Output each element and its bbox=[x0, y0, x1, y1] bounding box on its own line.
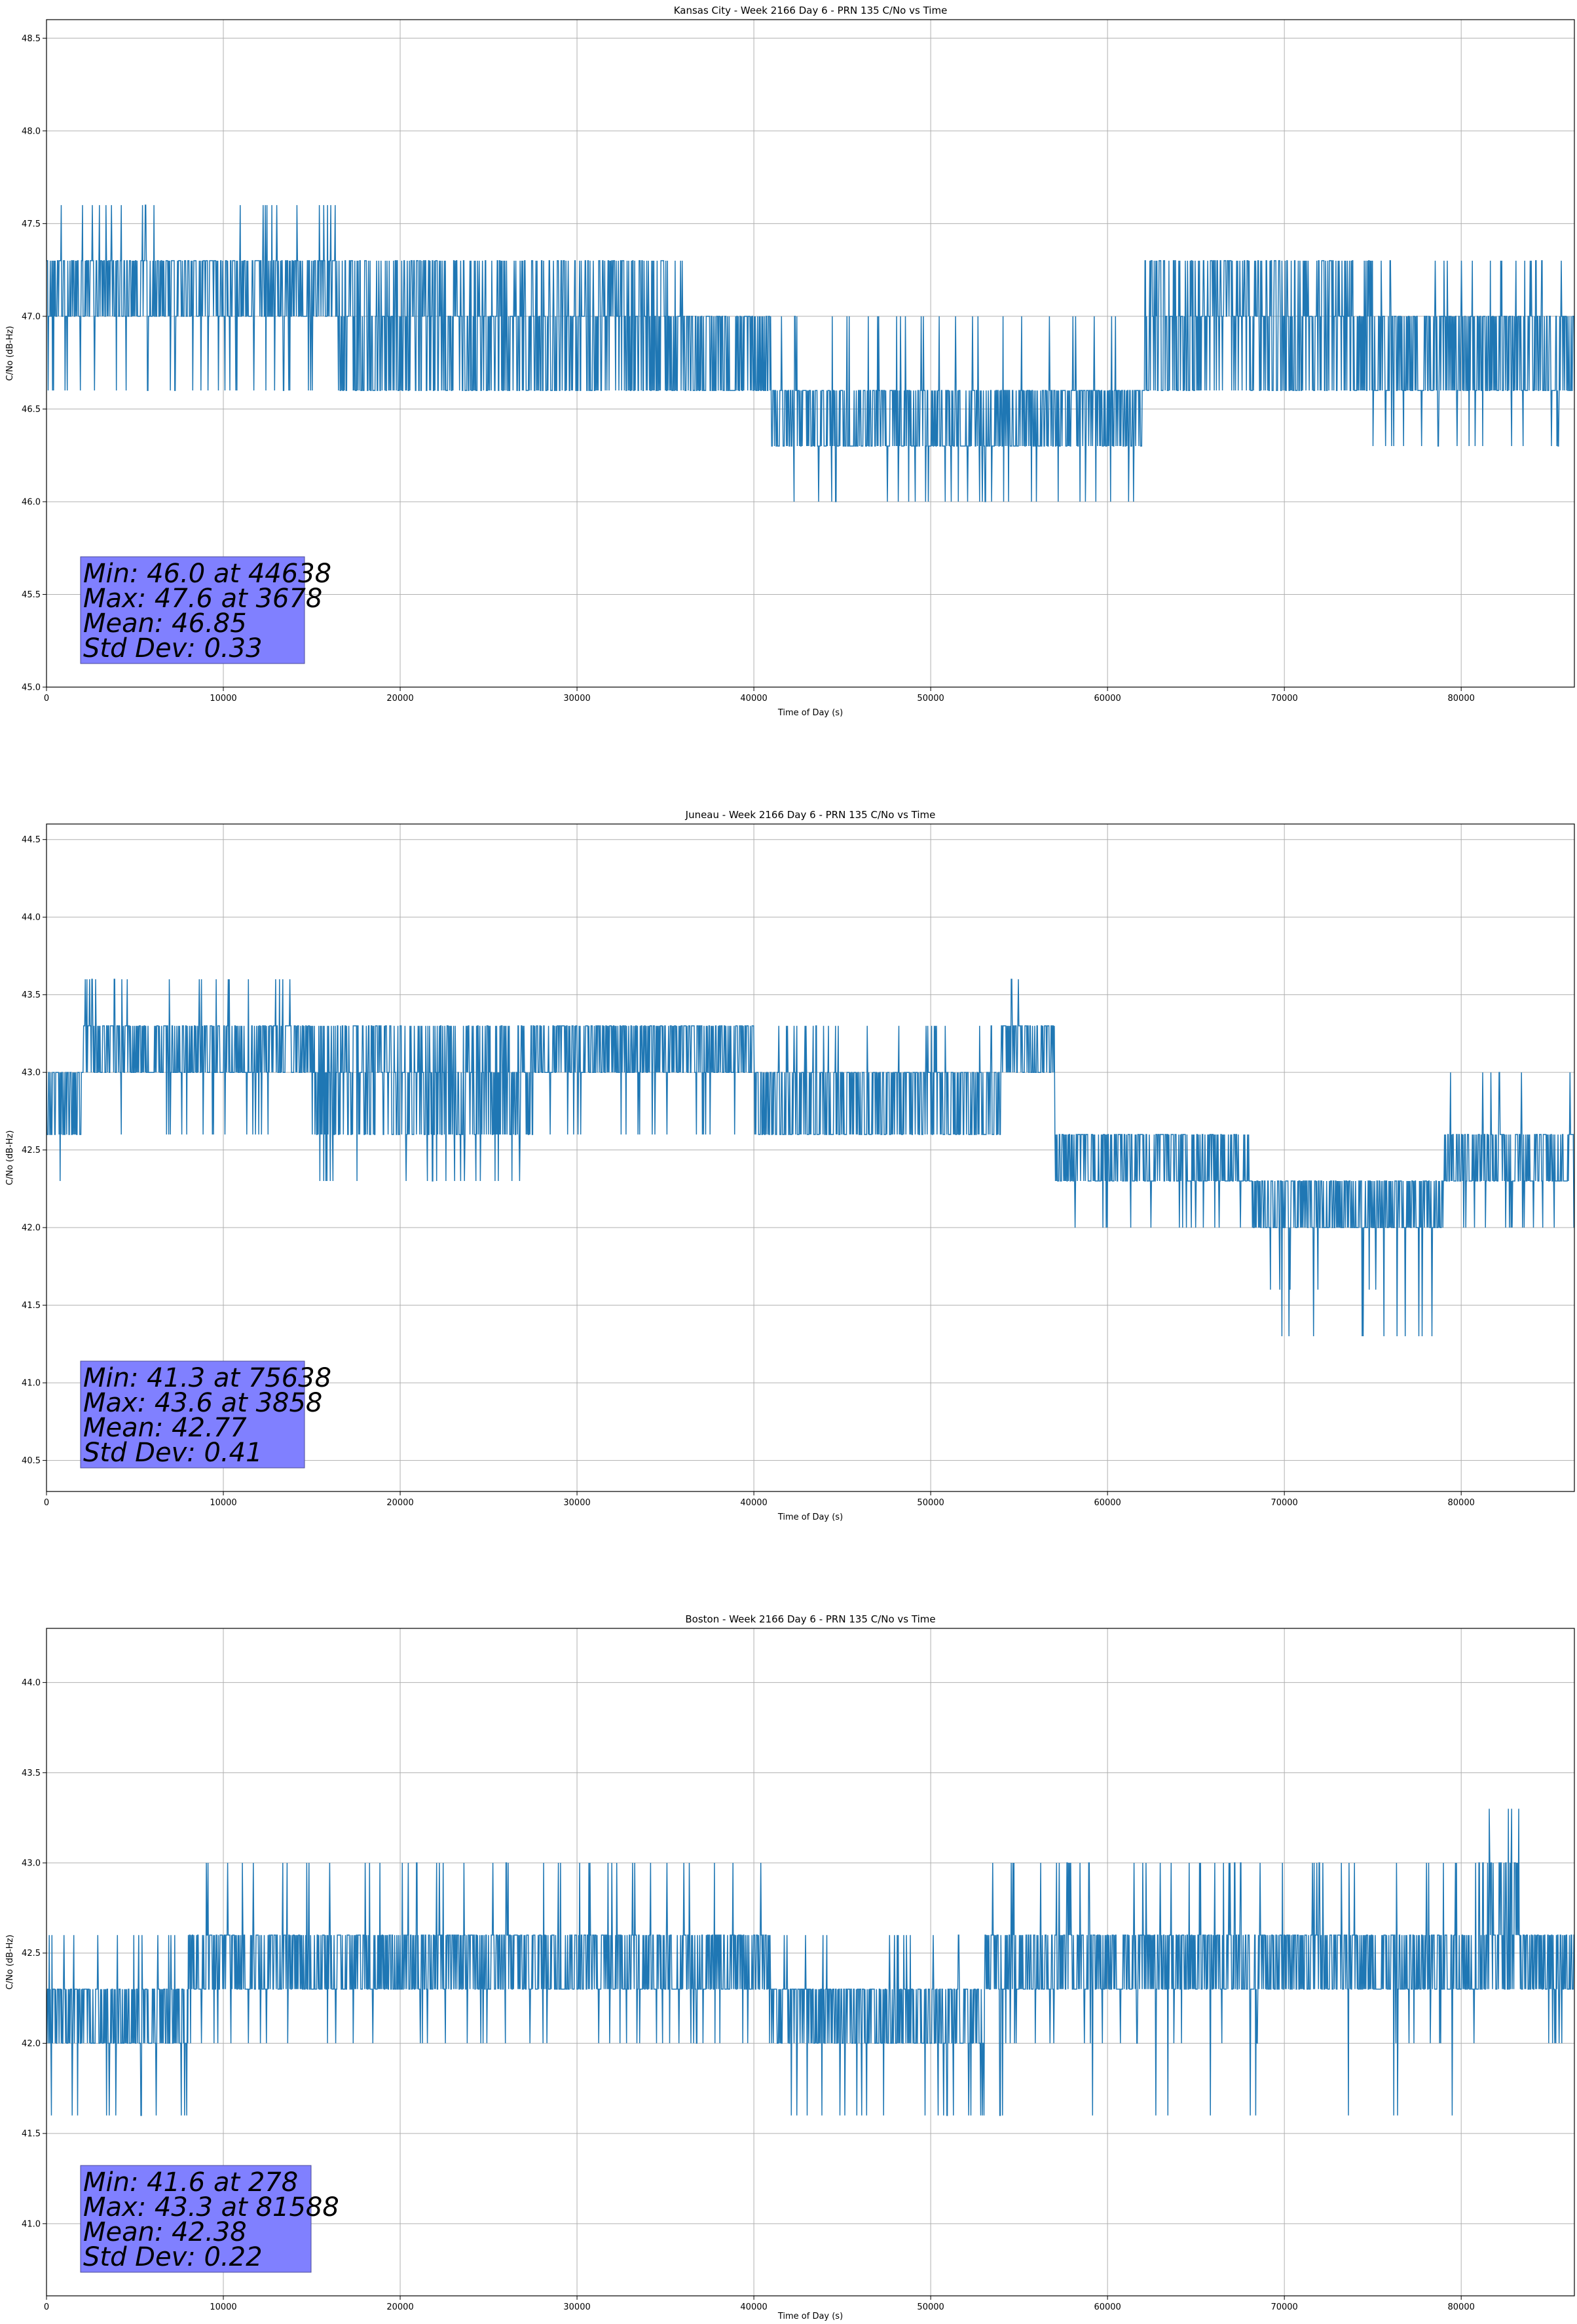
x-tick-label: 70000 bbox=[1271, 1498, 1297, 1508]
stats-mean: Mean: 42.38 bbox=[83, 2217, 247, 2247]
y-tick-label: 48.5 bbox=[22, 34, 41, 44]
x-axis-label: Time of Day (s) bbox=[777, 1512, 843, 1522]
y-tick-label: 42.0 bbox=[22, 2039, 41, 2049]
tick-marks: 0 10000 20000 30000 40000 50000 60000 70000 8000… bbox=[22, 34, 1475, 703]
y-tick-label: 41.5 bbox=[22, 1301, 41, 1311]
x-tick-label: 50000 bbox=[917, 2302, 944, 2312]
x-tick-label: 0 bbox=[44, 1498, 49, 1508]
stats-std-dev: Std Dev: 0.33 bbox=[83, 633, 263, 664]
chart-title: Kansas City - Week 2166 Day 6 - PRN 135 … bbox=[674, 5, 948, 16]
x-tick-label: 0 bbox=[44, 694, 49, 703]
stats-mean: Mean: 42.77 bbox=[83, 1413, 247, 1443]
stats-box: Min: 41.3 at 75638 Max: 43.6 at 3858 Mea… bbox=[80, 1360, 331, 1469]
axes-frame bbox=[46, 823, 1575, 1492]
y-tick-label: 44.0 bbox=[22, 1678, 41, 1688]
y-tick-label: 44.5 bbox=[22, 835, 41, 845]
x-axis-label: Time of Day (s) bbox=[777, 708, 843, 718]
x-tick-label: 60000 bbox=[1094, 694, 1121, 703]
panel-juneau: 0 10000 20000 30000 40000 50000 60000 70000 8000… bbox=[5, 809, 1575, 1522]
series-line bbox=[46, 979, 1574, 1337]
y-axis-label: C/No (dB-Hz) bbox=[5, 1131, 15, 1186]
y-tick-label: 40.5 bbox=[22, 1456, 41, 1466]
y-tick-label: 47.5 bbox=[22, 219, 41, 229]
y-axis-label: C/No (dB-Hz) bbox=[5, 1935, 15, 1990]
x-tick-label: 20000 bbox=[386, 2302, 413, 2312]
x-tick-label: 70000 bbox=[1271, 694, 1297, 703]
chart-title: Boston - Week 2166 Day 6 - PRN 135 C/No … bbox=[685, 1613, 935, 1625]
stats-box-background bbox=[80, 2165, 312, 2273]
y-tick-label: 43.0 bbox=[22, 1068, 41, 1078]
x-tick-label: 10000 bbox=[210, 694, 236, 703]
x-tick-label: 30000 bbox=[563, 2302, 590, 2312]
stats-std-dev: Std Dev: 0.41 bbox=[83, 1438, 263, 1468]
x-tick-label: 20000 bbox=[386, 1498, 413, 1508]
x-tick-label: 80000 bbox=[1448, 1498, 1475, 1508]
stats-max: Max: 43.6 at 3858 bbox=[83, 1388, 322, 1418]
stats-box-background bbox=[80, 1360, 305, 1469]
axes-frame bbox=[46, 19, 1575, 688]
y-tick-label: 45.0 bbox=[22, 683, 41, 693]
y-tick-label: 43.5 bbox=[22, 990, 41, 1000]
y-tick-label: 42.5 bbox=[22, 1949, 41, 1959]
y-tick-label: 44.0 bbox=[22, 913, 41, 923]
tick-marks: 0 10000 20000 30000 40000 50000 60000 70000 8000… bbox=[22, 1678, 1475, 2312]
y-axis-label: C/No (dB-Hz) bbox=[5, 326, 15, 381]
axes-frame bbox=[46, 1628, 1575, 2296]
stats-min: Min: 41.3 at 75638 bbox=[83, 1363, 331, 1393]
y-tick-label: 47.0 bbox=[22, 312, 41, 322]
stats-min: Min: 41.6 at 278 bbox=[83, 2167, 298, 2198]
plot-area: 0 10000 20000 30000 40000 50000 60000 70000 8000… bbox=[22, 19, 1575, 703]
x-tick-label: 10000 bbox=[210, 2302, 236, 2312]
x-tick-label: 30000 bbox=[563, 694, 590, 703]
x-tick-label: 10000 bbox=[210, 1498, 236, 1508]
stats-min: Min: 46.0 at 44638 bbox=[83, 559, 331, 589]
y-tick-label: 46.0 bbox=[22, 497, 41, 507]
series-line bbox=[46, 1809, 1574, 2116]
stats-box-background bbox=[80, 556, 305, 664]
y-tick-label: 42.0 bbox=[22, 1224, 41, 1233]
x-tick-label: 30000 bbox=[563, 1498, 590, 1508]
series-line bbox=[46, 204, 1574, 502]
x-tick-label: 50000 bbox=[917, 1498, 944, 1508]
y-tick-label: 41.0 bbox=[22, 2219, 41, 2229]
chart-title: Juneau - Week 2166 Day 6 - PRN 135 C/No … bbox=[685, 809, 936, 821]
x-tick-label: 40000 bbox=[740, 1498, 767, 1508]
tick-marks: 0 10000 20000 30000 40000 50000 60000 70000 8000… bbox=[22, 835, 1475, 1508]
stats-box: Min: 41.6 at 278 Max: 43.3 at 81588 Mean… bbox=[80, 2165, 339, 2273]
stats-mean: Mean: 46.85 bbox=[83, 609, 247, 639]
panel-boston: 0 10000 20000 30000 40000 50000 60000 70000 8000… bbox=[5, 1613, 1575, 2321]
y-tick-label: 46.5 bbox=[22, 405, 41, 415]
x-tick-label: 0 bbox=[44, 2302, 49, 2312]
x-tick-label: 70000 bbox=[1271, 2302, 1297, 2312]
x-tick-label: 60000 bbox=[1094, 2302, 1121, 2312]
stats-max: Max: 43.3 at 81588 bbox=[83, 2192, 339, 2222]
x-tick-label: 80000 bbox=[1448, 2302, 1475, 2312]
plot-area: 0 10000 20000 30000 40000 50000 60000 70000 8000… bbox=[22, 823, 1575, 1508]
x-tick-label: 50000 bbox=[917, 694, 944, 703]
y-tick-label: 43.5 bbox=[22, 1769, 41, 1778]
y-tick-label: 45.5 bbox=[22, 590, 41, 600]
x-tick-label: 40000 bbox=[740, 2302, 767, 2312]
y-tick-label: 43.0 bbox=[22, 1859, 41, 1869]
y-tick-label: 41.0 bbox=[22, 1379, 41, 1389]
stats-max: Max: 47.6 at 3678 bbox=[83, 584, 322, 614]
y-tick-label: 42.5 bbox=[22, 1146, 41, 1155]
x-tick-label: 20000 bbox=[386, 694, 413, 703]
y-tick-label: 41.5 bbox=[22, 2129, 41, 2139]
panel-kansas-city: 0 10000 20000 30000 40000 50000 60000 70000 8000… bbox=[5, 5, 1575, 718]
stats-std-dev: Std Dev: 0.22 bbox=[83, 2242, 263, 2272]
x-tick-label: 80000 bbox=[1448, 694, 1475, 703]
x-tick-label: 60000 bbox=[1094, 1498, 1121, 1508]
y-tick-label: 48.0 bbox=[22, 126, 41, 136]
stats-box: Min: 46.0 at 44638 Max: 47.6 at 3678 Mea… bbox=[80, 556, 331, 664]
x-tick-label: 40000 bbox=[740, 694, 767, 703]
x-axis-label: Time of Day (s) bbox=[777, 2312, 843, 2321]
